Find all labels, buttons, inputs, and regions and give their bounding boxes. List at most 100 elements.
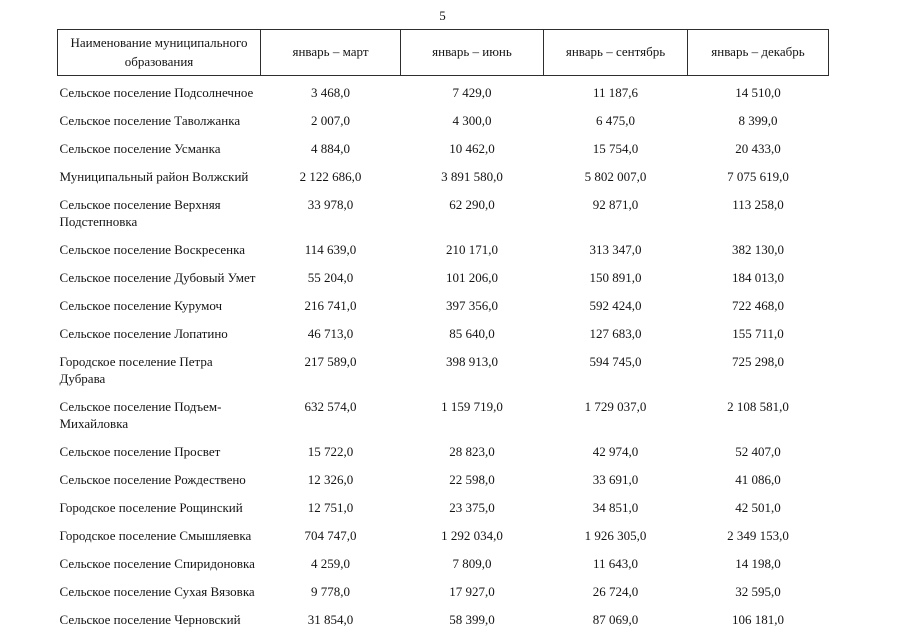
municipality-name: Сельское поселение Усманка xyxy=(59,141,221,156)
table-row: Городское поселение Смышляевка 704 747,0 1… xyxy=(58,519,829,547)
value-cell: 41 086,0 xyxy=(735,472,781,487)
value-cell: 1 292 034,0 xyxy=(441,528,503,543)
value-cell: 722 468,0 xyxy=(732,298,784,313)
value-cell: 11 643,0 xyxy=(592,556,639,571)
value-cell: 1 159 719,0 xyxy=(441,399,503,414)
value-cell: 725 298,0 xyxy=(732,354,784,369)
table-row: Муниципальный район Волжский 2 122 686,0 3… xyxy=(58,160,829,188)
value-cell: 3 891 580,0 xyxy=(441,169,503,184)
value-cell: 28 823,0 xyxy=(449,444,495,459)
value-cell: 1 729 037,0 xyxy=(584,399,647,414)
value-cell: 31 854,0 xyxy=(307,612,354,627)
value-cell: 26 724,0 xyxy=(592,584,639,599)
table-row: Сельское поселение Верхняя Подстепновка 3… xyxy=(58,188,829,233)
value-cell: 23 375,0 xyxy=(449,500,495,515)
header-january-september: январь – сентябрь xyxy=(543,29,688,76)
value-cell: 210 171,0 xyxy=(446,242,498,257)
municipality-name: Сельское поселение Спиридоновка xyxy=(59,556,255,571)
value-cell: 6 475,0 xyxy=(596,113,635,128)
table-row: Городское поселение Рощинский 12 751,0 23 … xyxy=(58,491,829,519)
value-cell: 58 399,0 xyxy=(449,612,495,627)
value-cell: 14 198,0 xyxy=(735,556,781,571)
table-row: Сельское поселение Просвет 15 722,0 28 823… xyxy=(58,435,829,463)
value-cell: 2 122 686,0 xyxy=(299,169,362,184)
table-row: Сельское поселение Воскресенка 114 639,0 2… xyxy=(58,233,829,261)
municipality-name: Сельское поселение Сухая Вязовка xyxy=(59,584,255,599)
value-cell: 1 926 305,0 xyxy=(584,528,647,543)
value-cell: 106 181,0 xyxy=(732,612,784,627)
municipality-name: Сельское поселение Подсолнечное xyxy=(59,85,254,100)
value-cell: 12 326,0 xyxy=(307,472,354,487)
value-cell: 397 356,0 xyxy=(446,298,498,313)
value-cell: 382 130,0 xyxy=(732,242,784,257)
value-cell: 7 809,0 xyxy=(452,556,492,571)
table-row: Сельское поселение Сухая Вязовка 9 778,0 1… xyxy=(58,575,829,603)
value-cell: 52 407,0 xyxy=(735,444,781,459)
value-cell: 15 754,0 xyxy=(592,141,639,156)
value-cell: 32 595,0 xyxy=(735,584,781,599)
value-cell: 5 802 007,0 xyxy=(584,169,647,184)
table-body: Сельское поселение Подсолнечное 3 468,0 7 … xyxy=(58,76,829,632)
value-cell: 92 871,0 xyxy=(592,197,639,212)
value-cell: 14 510,0 xyxy=(735,85,781,100)
table-row: Сельское поселение Таволжанка 2 007,0 4 30… xyxy=(58,104,829,132)
header-january-march: январь – март xyxy=(260,29,401,76)
value-cell: 7 429,0 xyxy=(452,85,492,100)
table-row: Сельское поселение Рождествено 12 326,0 22… xyxy=(58,463,829,491)
value-cell: 2 007,0 xyxy=(311,113,350,128)
value-cell: 704 747,0 xyxy=(304,528,357,543)
value-cell: 4 884,0 xyxy=(311,141,350,156)
municipality-name: Городское поселение Смышляевка xyxy=(59,528,252,543)
value-cell: 4 300,0 xyxy=(452,113,492,128)
value-cell: 2 108 581,0 xyxy=(727,399,789,414)
value-cell: 17 927,0 xyxy=(449,584,495,599)
table-row: Сельское поселение Дубовый Умет 55 204,0 1… xyxy=(58,261,829,289)
table-header: Наименование муниципального образования … xyxy=(57,29,829,76)
value-cell: 398 913,0 xyxy=(446,354,498,369)
municipality-name: Сельское поселение Просвет xyxy=(59,444,221,459)
page-number: 5 xyxy=(439,8,446,23)
municipality-name: Сельское поселение Черновский xyxy=(59,612,241,627)
value-cell: 62 290,0 xyxy=(449,197,495,212)
report-table: Наименование муниципального образования … xyxy=(57,29,829,631)
municipality-name: Сельское поселение Воскресенка xyxy=(59,242,246,257)
table-row: Городское поселение Петра Дубрава 217 589… xyxy=(58,345,829,390)
table-row: Сельское поселение Лопатино 46 713,0 85 64… xyxy=(58,317,829,345)
value-cell: 85 640,0 xyxy=(449,326,495,341)
value-cell: 15 722,0 xyxy=(307,444,354,459)
value-cell: 33 691,0 xyxy=(592,472,639,487)
value-cell: 184 013,0 xyxy=(732,270,784,285)
municipality-name: Сельское поселение Подъем-Михайловка xyxy=(59,399,222,431)
value-cell: 592 424,0 xyxy=(589,298,642,313)
municipality-name: Муниципальный район Волжский xyxy=(59,169,249,184)
municipality-name: Сельское поселение Таволжанка xyxy=(59,113,241,128)
municipality-name: Сельское поселение Рождествено xyxy=(59,472,246,487)
table-row: Сельское поселение Подсолнечное 3 468,0 7 … xyxy=(58,76,829,105)
value-cell: 9 778,0 xyxy=(311,584,350,599)
municipality-name: Сельское поселение Верхняя Подстепновка xyxy=(59,197,221,229)
value-cell: 11 187,6 xyxy=(592,85,639,100)
value-cell: 8 399,0 xyxy=(738,113,778,128)
municipality-name: Городское поселение Петра Дубрава xyxy=(59,354,213,386)
value-cell: 113 258,0 xyxy=(732,197,784,212)
header-municipality-name: Наименование муниципального образования xyxy=(57,29,261,76)
value-cell: 3 468,0 xyxy=(311,85,350,100)
value-cell: 127 683,0 xyxy=(589,326,642,341)
value-cell: 42 974,0 xyxy=(592,444,639,459)
municipality-name: Сельское поселение Дубовый Умет xyxy=(59,270,256,285)
value-cell: 155 711,0 xyxy=(732,326,784,341)
value-cell: 101 206,0 xyxy=(446,270,498,285)
header-january-december: январь – декабрь xyxy=(687,29,829,76)
value-cell: 46 713,0 xyxy=(307,326,354,341)
value-cell: 114 639,0 xyxy=(304,242,357,257)
value-cell: 216 741,0 xyxy=(304,298,357,313)
value-cell: 55 204,0 xyxy=(307,270,354,285)
value-cell: 313 347,0 xyxy=(589,242,642,257)
municipality-name: Городское поселение Рощинский xyxy=(59,500,243,515)
header-row: Наименование муниципального образования … xyxy=(57,29,829,76)
value-cell: 10 462,0 xyxy=(449,141,495,156)
value-cell: 20 433,0 xyxy=(735,141,781,156)
municipality-name: Сельское поселение Курумоч xyxy=(59,298,223,313)
value-cell: 42 501,0 xyxy=(735,500,781,515)
